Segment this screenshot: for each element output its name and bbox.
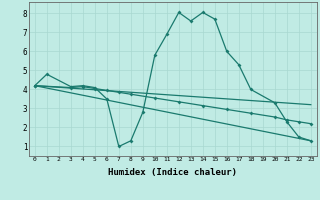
X-axis label: Humidex (Indice chaleur): Humidex (Indice chaleur): [108, 168, 237, 177]
